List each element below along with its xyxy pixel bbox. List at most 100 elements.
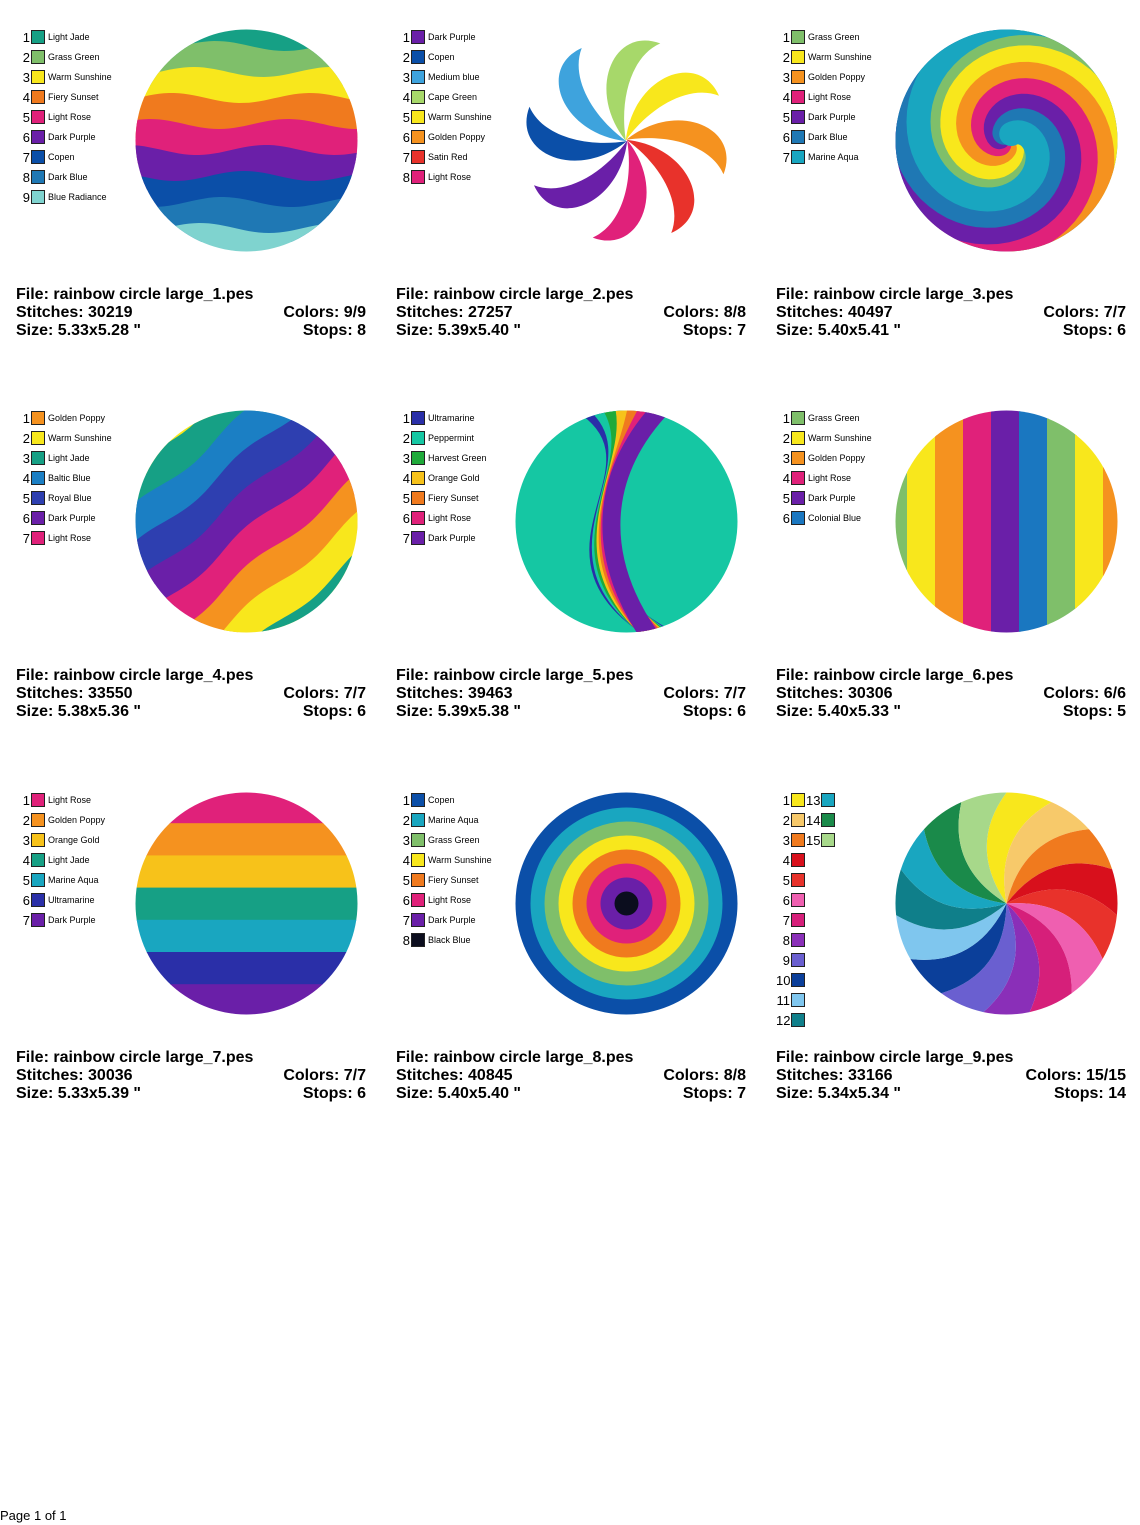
color-swatch bbox=[411, 531, 425, 545]
color-swatch bbox=[31, 793, 45, 807]
legend-number: 7 bbox=[402, 149, 410, 165]
legend-number: 7 bbox=[402, 912, 410, 928]
pie-swirl-segment bbox=[924, 802, 1007, 904]
legend-number: 5 bbox=[782, 490, 790, 506]
color-swatch bbox=[411, 70, 425, 84]
design-size: Size: 5.33x5.39 " bbox=[16, 1085, 141, 1102]
design-shape bbox=[139, 429, 350, 612]
design-preview bbox=[895, 410, 1118, 633]
stop-count: Stops: 7 bbox=[682, 1085, 746, 1102]
design-size: Size: 5.38x5.36 " bbox=[16, 703, 141, 720]
thread-name: Golden Poppy bbox=[808, 72, 866, 82]
stripe-group bbox=[135, 410, 358, 633]
pie-swirl-segment bbox=[1006, 903, 1072, 1013]
thread-name: Dark Purple bbox=[48, 915, 96, 925]
design-shape bbox=[135, 223, 358, 252]
thread-name: Royal Blue bbox=[48, 493, 92, 503]
thread-name: Warm Sunshine bbox=[428, 855, 492, 865]
color-swatch bbox=[411, 933, 425, 947]
color-swatch bbox=[31, 110, 45, 124]
legend-number: 3 bbox=[22, 450, 30, 466]
color-swatch bbox=[411, 30, 425, 44]
design-cell-6: 1 Grass Green 2 Warm Sunshine 3 Golden Poppy 4… bbox=[776, 409, 1126, 739]
legend-item: 13 bbox=[806, 791, 835, 809]
design-shape bbox=[135, 919, 358, 953]
legend-number: 5 bbox=[22, 490, 30, 506]
color-swatch bbox=[31, 30, 45, 44]
thread-name: Dark Purple bbox=[428, 915, 476, 925]
swirl-petal bbox=[626, 139, 695, 234]
legend-number: 1 bbox=[22, 29, 30, 45]
legend-number: 8 bbox=[782, 932, 790, 948]
legend-item: 6 bbox=[776, 891, 805, 909]
legend-item: 3 Harvest Green bbox=[396, 449, 487, 467]
design-shape bbox=[135, 855, 358, 889]
color-swatch bbox=[791, 1013, 805, 1027]
design-cell-4: 1 Golden Poppy 2 Warm Sunshine 3 Light Jade 4 B… bbox=[16, 409, 366, 739]
legend-number: 14 bbox=[806, 812, 821, 828]
legend-item: 5 Marine Aqua bbox=[16, 871, 99, 889]
stop-count: Stops: 7 bbox=[682, 322, 746, 339]
legend-item: 4 Baltic Blue bbox=[16, 469, 91, 487]
legend-item: 8 Dark Blue bbox=[16, 168, 88, 186]
color-swatch bbox=[791, 973, 805, 987]
thread-name: Copen bbox=[428, 795, 455, 805]
design-fill bbox=[895, 410, 1118, 633]
color-swatch bbox=[791, 491, 805, 505]
legend-item: 2 Warm Sunshine bbox=[16, 429, 112, 447]
legend-number: 4 bbox=[782, 89, 790, 105]
legend-item: 1 Grass Green bbox=[776, 28, 860, 46]
legend-number: 2 bbox=[402, 430, 410, 446]
color-swatch bbox=[791, 813, 805, 827]
stop-count: Stops: 6 bbox=[302, 1085, 366, 1102]
thread-name: Cape Green bbox=[428, 92, 478, 102]
legend-number: 2 bbox=[782, 49, 790, 65]
legend-item: 3 Golden Poppy bbox=[776, 68, 865, 86]
file-name: File: rainbow circle large_8.pes bbox=[396, 1049, 634, 1066]
legend-number: 1 bbox=[402, 410, 410, 426]
color-swatch bbox=[411, 511, 425, 525]
legend-item: 6 Dark Blue bbox=[776, 128, 848, 146]
swirl-petal bbox=[533, 140, 628, 209]
file-info: File: rainbow circle large_6.pes Stitche… bbox=[776, 667, 1126, 721]
swirl-petal bbox=[625, 72, 720, 141]
legend-item: 1 Golden Poppy bbox=[16, 409, 105, 427]
legend-item: 2 bbox=[776, 811, 805, 829]
legend-number: 3 bbox=[782, 832, 790, 848]
color-swatch bbox=[31, 411, 45, 425]
legend-number: 3 bbox=[22, 69, 30, 85]
thread-name: Dark Purple bbox=[808, 112, 856, 122]
legend-item: 8 Light Rose bbox=[396, 168, 471, 186]
color-swatch bbox=[411, 90, 425, 104]
thread-name: Light Rose bbox=[428, 895, 472, 905]
color-swatch bbox=[411, 833, 425, 847]
design-shape bbox=[956, 61, 1115, 252]
legend-item: 2 Warm Sunshine bbox=[776, 429, 872, 447]
legend-number: 3 bbox=[402, 832, 410, 848]
legend-number: 1 bbox=[402, 29, 410, 45]
legend-item: 6 Dark Purple bbox=[16, 509, 96, 527]
legend-number: 8 bbox=[402, 169, 410, 185]
legend-item: 4 bbox=[776, 851, 805, 869]
legend-item: 5 Warm Sunshine bbox=[396, 108, 492, 126]
color-swatch bbox=[31, 853, 45, 867]
color-swatch bbox=[31, 471, 45, 485]
color-count: Colors: 8/8 bbox=[663, 1067, 746, 1084]
color-swatch bbox=[791, 90, 805, 104]
legend-number: 4 bbox=[782, 852, 790, 868]
legend-number: 5 bbox=[402, 109, 410, 125]
legend-number: 9 bbox=[782, 952, 790, 968]
color-count: Colors: 15/15 bbox=[1025, 1067, 1126, 1084]
file-info: File: rainbow circle large_1.pes Stitche… bbox=[16, 286, 366, 340]
color-swatch bbox=[411, 50, 425, 64]
legend-number: 4 bbox=[22, 89, 30, 105]
color-swatch bbox=[411, 913, 425, 927]
pie-swirl-segment bbox=[1006, 903, 1103, 994]
legend-item: 1 Copen bbox=[396, 791, 455, 809]
file-info: File: rainbow circle large_7.pes Stitche… bbox=[16, 1049, 366, 1103]
legend-number: 12 bbox=[776, 1012, 791, 1028]
design-cell-1: 1 Light Jade 2 Grass Green 3 Warm Sunshine 4 Fi… bbox=[16, 28, 366, 358]
color-count: Colors: 7/7 bbox=[283, 1067, 366, 1084]
pie-swirl-segment bbox=[986, 792, 1052, 904]
thread-name: Orange Gold bbox=[428, 473, 480, 483]
